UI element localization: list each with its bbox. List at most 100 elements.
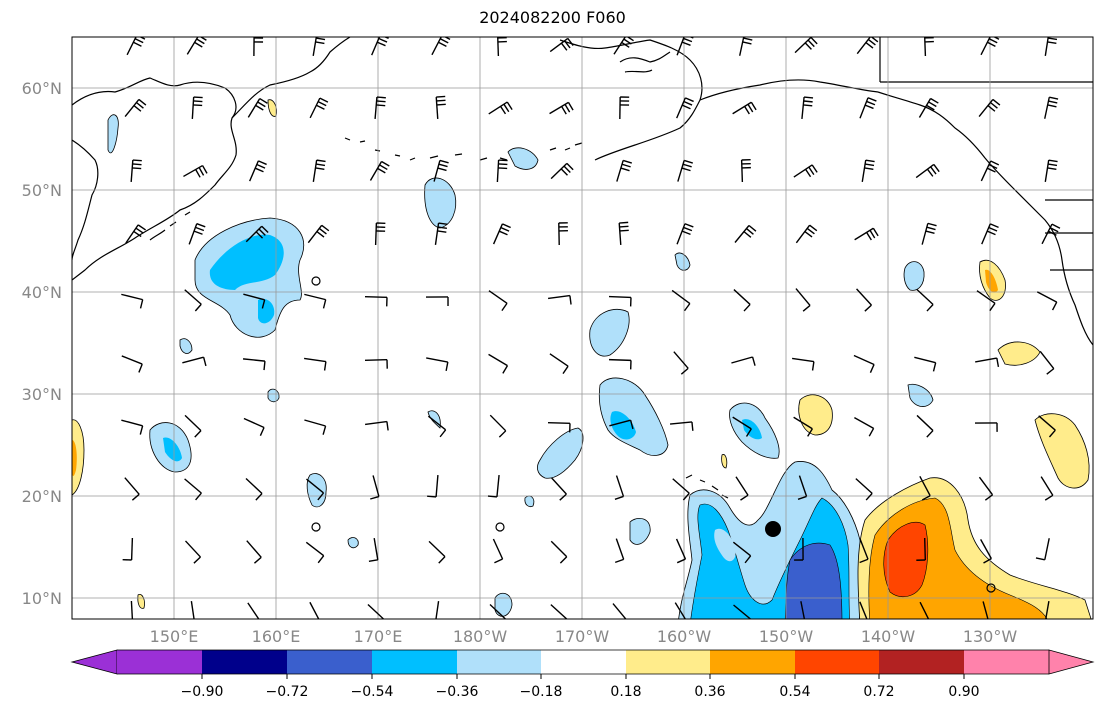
wind-barb [793, 164, 818, 178]
colorbar-segment [541, 650, 626, 674]
lon-label: 170°W [555, 627, 610, 646]
lon-label: 160°E [252, 627, 301, 646]
wind-barb [428, 540, 446, 564]
colorbar-segment [457, 650, 541, 674]
wind-barb [130, 600, 134, 619]
wind-barb [975, 357, 1000, 368]
wind-barb [924, 37, 934, 57]
wind-barb [921, 222, 937, 245]
wind-barb [918, 97, 939, 118]
wind-barb [915, 163, 940, 179]
wind-barb [307, 224, 330, 244]
wind-barb [732, 541, 752, 564]
wind-barb [740, 159, 751, 183]
wind-barb [304, 419, 327, 435]
lon-label: 150°W [759, 627, 814, 646]
wind-barb [488, 101, 513, 115]
wind-barb [677, 159, 693, 182]
open-circle-marker [311, 276, 321, 286]
wind-barb [914, 356, 937, 372]
latitude-axis: 60°N 50°N 40°N 30°N 20°N 10°N [22, 79, 62, 608]
wind-barb [312, 37, 326, 56]
wind-barb [191, 96, 203, 120]
colorbar-label: 0.90 [948, 684, 979, 700]
wind-barb [124, 477, 140, 501]
wind-barbs [121, 37, 1061, 619]
longitude-axis: 150°E 160°E 170°E 180°W 170°W 160°W 150°… [150, 627, 1018, 646]
colorbar-segment [710, 650, 795, 674]
wind-barb [859, 97, 877, 119]
wind-barb [980, 160, 1000, 182]
wind-barb [982, 601, 989, 619]
wind-barb [371, 37, 389, 56]
shaded-regions [72, 99, 1092, 619]
lat-label: 20°N [22, 487, 62, 506]
wind-barb [370, 475, 380, 500]
wind-barb [183, 164, 208, 178]
colorbar-label: 0.36 [694, 684, 725, 700]
lat-label: 30°N [22, 385, 62, 404]
lon-label: 140°W [861, 627, 916, 646]
wind-barb [549, 101, 574, 115]
wind-barb [676, 97, 694, 119]
wind-barb [1044, 96, 1059, 119]
wind-barb [732, 101, 757, 115]
wind-barb [121, 355, 143, 373]
wind-barb [497, 37, 507, 57]
lat-label: 10°N [22, 589, 62, 608]
lat-label: 60°N [22, 79, 62, 98]
wind-barb [304, 293, 327, 309]
wind-barb [427, 474, 439, 498]
wind-barb [247, 602, 260, 619]
wind-barb [795, 288, 811, 312]
wind-barb [550, 540, 568, 564]
wind-barb [309, 97, 329, 119]
open-circle-marker [495, 522, 505, 532]
colorbar-label: −0.90 [181, 684, 224, 700]
storm-center-marker [765, 521, 781, 537]
wind-barb [121, 419, 144, 435]
wind-barb [425, 296, 449, 306]
wind-barb [797, 475, 808, 500]
wind-barb [976, 290, 996, 312]
wind-barb [247, 97, 268, 118]
wind-barb [184, 540, 202, 564]
wind-barb [374, 222, 386, 246]
wind-barb [1045, 601, 1050, 619]
wind-barb [125, 224, 147, 244]
wind-barb [614, 475, 625, 500]
lon-label: 150°E [150, 627, 199, 646]
wind-barb [1041, 223, 1061, 245]
wind-barb [188, 223, 206, 245]
colorbar-segment [287, 650, 372, 674]
wind-barb [980, 539, 992, 564]
wind-barb [672, 478, 690, 501]
wind-barb [549, 353, 569, 375]
lon-label: 170°E [354, 627, 403, 646]
wind-barb [435, 95, 446, 120]
wind-barb [364, 358, 388, 369]
wind-barb [551, 477, 567, 501]
plot-frame [71, 36, 1094, 620]
lon-label: 180°W [453, 627, 508, 646]
wind-barb [492, 223, 511, 245]
lat-label: 50°N [22, 181, 62, 200]
wind-barb [550, 604, 568, 619]
wind-barb [369, 160, 390, 181]
wind-barb [558, 222, 568, 246]
wind-barb [733, 604, 751, 619]
wind-barb [675, 538, 687, 564]
colorbar-label: 0.18 [610, 684, 641, 700]
wind-barb [434, 222, 448, 245]
wind-barb [978, 98, 1001, 118]
wind-barb [919, 475, 931, 501]
wind-barb [618, 221, 629, 246]
wind-barb [496, 159, 508, 183]
wind-barb [855, 478, 873, 501]
wind-barb [673, 351, 689, 375]
wind-barb [368, 538, 379, 563]
wind-barb [184, 414, 202, 438]
wind-barb [488, 353, 509, 374]
wind-barb [489, 603, 507, 619]
